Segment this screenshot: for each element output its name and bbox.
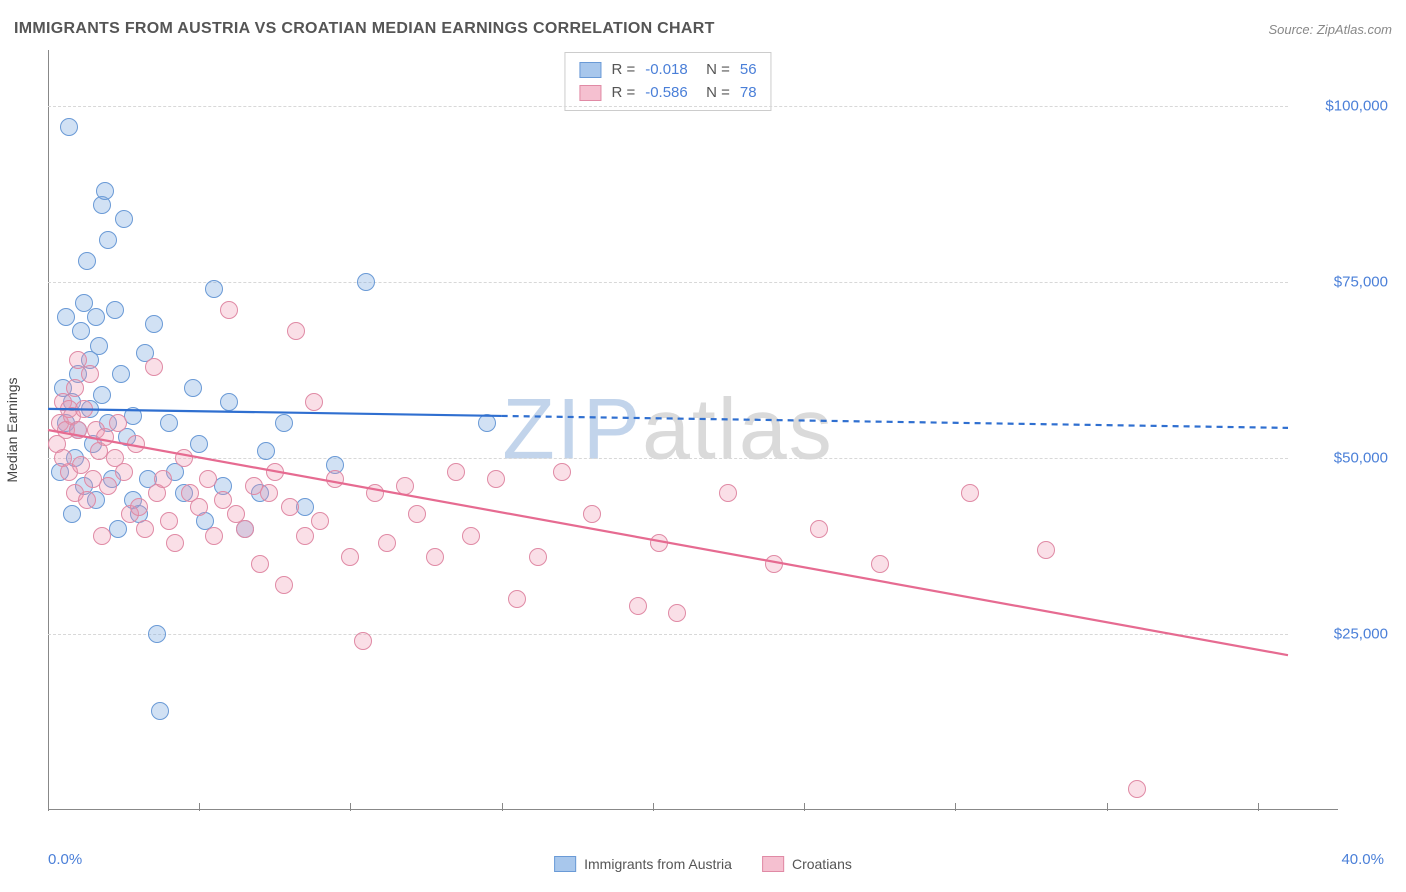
legend-item-austria: Immigrants from Austria [554,856,732,872]
legend-item-croatians: Croatians [762,856,852,872]
swatch-austria-bottom [554,856,576,872]
y-axis-title: Median Earnings [4,377,20,482]
trend-line-ext-austria [502,416,1288,428]
chart-plot-area: Median Earnings ZIPatlas R = -0.018 N = … [48,50,1288,810]
x-axis-max-label: 40.0% [1341,851,1384,868]
x-axis-min-label: 0.0% [48,851,82,868]
trend-lines [48,50,1348,810]
swatch-croatians-bottom [762,856,784,872]
series-legend: Immigrants from Austria Croatians [554,856,852,872]
chart-header: IMMIGRANTS FROM AUSTRIA VS CROATIAN MEDI… [14,20,1392,38]
trend-line-croatians [48,430,1288,655]
legend-label-austria: Immigrants from Austria [584,856,732,872]
legend-label-croatians: Croatians [792,856,852,872]
chart-source: Source: ZipAtlas.com [1268,22,1392,37]
chart-title: IMMIGRANTS FROM AUSTRIA VS CROATIAN MEDI… [14,20,715,38]
trend-line-austria [48,409,502,416]
